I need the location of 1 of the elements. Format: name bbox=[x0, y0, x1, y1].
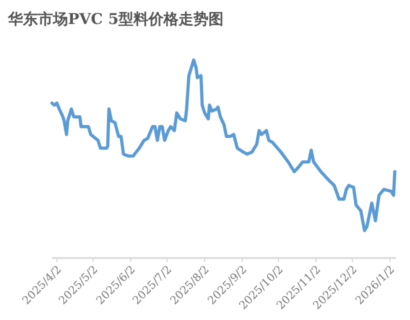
chart-title: 华东市场PVC 5型料价格走势图 bbox=[7, 10, 224, 28]
